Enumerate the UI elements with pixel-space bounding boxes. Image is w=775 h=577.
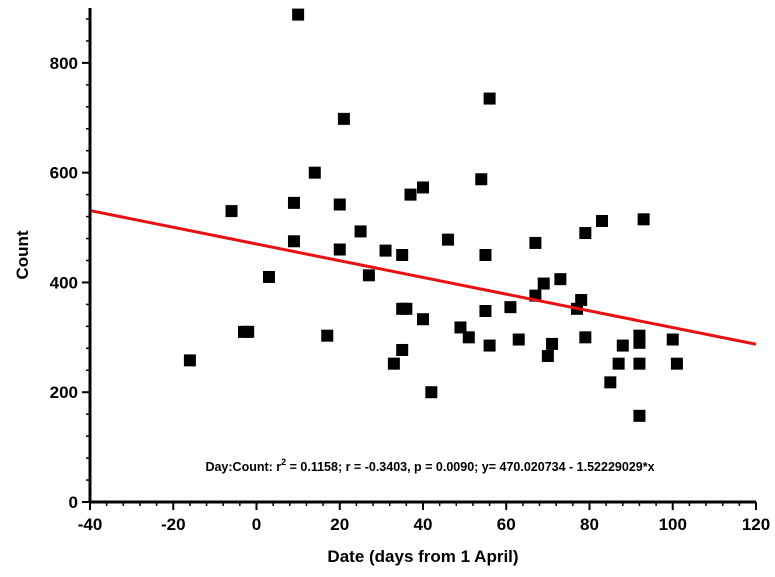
data-point	[225, 205, 238, 218]
y-tick-label: 600	[50, 164, 78, 183]
y-tick-label: 0	[69, 493, 78, 512]
data-point	[604, 376, 617, 389]
x-tick-label: 120	[742, 515, 770, 534]
data-point	[242, 325, 255, 338]
data-point	[633, 409, 646, 422]
data-point	[554, 273, 567, 286]
data-point	[666, 333, 679, 346]
x-axis-label: Date (days from 1 April)	[327, 547, 518, 566]
x-tick-label: 100	[659, 515, 687, 534]
data-point	[417, 181, 429, 194]
data-point	[417, 313, 429, 326]
data-point	[387, 357, 400, 370]
data-point	[612, 357, 625, 370]
data-point	[670, 357, 683, 370]
data-point	[379, 244, 392, 257]
annotation-superscript: 2	[281, 457, 286, 467]
data-point	[404, 188, 417, 201]
data-point	[308, 166, 321, 179]
data-point	[475, 173, 488, 186]
data-point	[354, 225, 367, 238]
x-tick-label: 40	[414, 515, 433, 534]
data-point	[483, 92, 496, 105]
regression-annotation: Day:Count: r2 = 0.1158; r = -0.3403, p =…	[205, 457, 654, 474]
data-point	[616, 339, 629, 352]
data-points	[183, 8, 683, 422]
data-point	[362, 269, 375, 282]
y-tick-label: 400	[50, 273, 78, 292]
x-axis-ticks: -40 -20 0 20 40 60 80 100 120	[78, 502, 770, 534]
data-point	[454, 321, 467, 334]
data-point	[637, 213, 650, 226]
y-tick-label: 800	[50, 54, 78, 73]
data-point	[292, 8, 305, 21]
data-point	[479, 249, 492, 261]
data-point	[633, 336, 646, 349]
data-point	[425, 386, 438, 399]
data-point	[595, 214, 608, 227]
data-point	[183, 354, 196, 367]
x-tick-label: 20	[330, 515, 349, 534]
x-tick-label: 0	[252, 515, 261, 534]
annotation-suffix: = 0.1158; r = -0.3403, p = 0.0090; y= 47…	[286, 460, 654, 474]
x-tick-label: -20	[161, 515, 186, 534]
data-point	[546, 337, 559, 350]
y-axis-label: Count	[13, 230, 32, 279]
data-point	[337, 112, 350, 125]
annotation-prefix: Day:Count: r	[205, 460, 281, 474]
data-point	[529, 236, 542, 249]
data-point	[396, 343, 409, 356]
data-point	[579, 227, 592, 240]
data-point	[483, 339, 496, 352]
data-point	[462, 331, 475, 344]
y-tick-label: 200	[50, 383, 78, 402]
data-point	[333, 243, 346, 256]
data-point	[537, 277, 550, 290]
data-point	[504, 301, 517, 314]
data-point	[287, 235, 300, 248]
data-point	[579, 331, 592, 344]
data-point	[400, 302, 413, 315]
data-point	[262, 270, 275, 283]
x-tick-label: 80	[580, 515, 599, 534]
regression-line	[89, 209, 757, 346]
y-axis-ticks: 0 200 400 600 800	[50, 18, 90, 512]
data-point	[441, 233, 454, 246]
data-point	[333, 198, 346, 211]
x-tick-label: -40	[78, 515, 103, 534]
data-point	[633, 357, 646, 370]
data-point	[541, 349, 554, 362]
data-point	[512, 333, 525, 346]
data-point	[479, 304, 492, 317]
data-point	[321, 329, 334, 342]
data-point	[575, 294, 588, 307]
data-point	[287, 196, 300, 209]
data-point	[396, 249, 409, 261]
x-tick-label: 60	[497, 515, 516, 534]
